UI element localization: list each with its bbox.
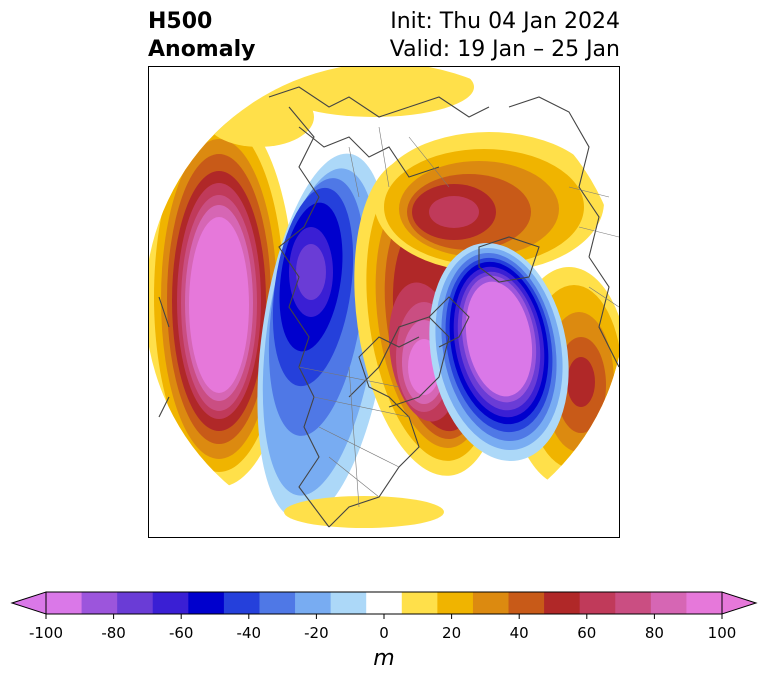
colorbar-segment (152, 592, 189, 614)
title-line-1: H500 (148, 9, 213, 34)
positive-anomaly-west (149, 107, 294, 487)
colorbar-tick-label: 40 (509, 624, 529, 642)
map-title: H500 Anomaly (148, 8, 255, 64)
colorbar-segment (401, 592, 438, 614)
title-line-2: Anomaly (148, 37, 256, 62)
positive-anomaly-south (284, 496, 444, 528)
colorbar-under-arrow (10, 591, 47, 615)
negative-anomaly-west (257, 153, 391, 521)
negative-anomaly-east (429, 243, 569, 461)
colorbar-units: m (373, 646, 395, 671)
colorbar-segment (472, 592, 510, 614)
coastlines (158, 86, 619, 528)
colorbar-tick-label: 60 (577, 624, 597, 642)
colorbar-segment (46, 592, 83, 614)
positive-anomaly-north (374, 132, 604, 272)
colorbar-segments (46, 592, 723, 614)
colorbar-segment (330, 592, 367, 614)
colorbar-outline (45, 591, 723, 615)
colorbar-tick-label: -80 (101, 624, 126, 642)
colorbar-segment (579, 592, 616, 614)
colorbar-tick-marks (45, 614, 723, 619)
colorbar-segment (686, 592, 723, 614)
colorbar-segment (81, 592, 118, 614)
colorbar (10, 591, 758, 619)
colorbar-over-arrow (721, 591, 758, 615)
colorbar-segment (117, 592, 154, 614)
colorbar-tick-label: 20 (442, 624, 462, 642)
init-date: Init: Thu 04 Jan 2024 (390, 9, 620, 34)
positive-anomaly-arctic (204, 67, 474, 147)
anomaly-field (149, 67, 619, 528)
colorbar-tick-label: -60 (168, 624, 194, 642)
colorbar-tick-label: -40 (236, 624, 262, 642)
date-info: Init: Thu 04 Jan 2024 Valid: 19 Jan – 25… (390, 8, 620, 64)
colorbar-segment (650, 592, 687, 614)
colorbar-tick-label: -100 (28, 624, 64, 642)
colorbar-segment (366, 592, 403, 614)
colorbar-segment (259, 592, 296, 614)
colorbar-segment (615, 592, 652, 614)
map-canvas (149, 67, 619, 528)
colorbar-tick-label: 0 (379, 624, 389, 642)
colorbar-segment (437, 592, 474, 614)
colorbar-tick-label: -20 (304, 624, 329, 642)
colorbar-segment (295, 592, 332, 614)
colorbar-segment (508, 592, 545, 614)
colorbar-segment (223, 592, 260, 614)
anomaly-map (148, 66, 620, 538)
colorbar-tick-label: 100 (707, 624, 737, 642)
colorbar-segment (544, 592, 581, 614)
colorbar-tick-label: 80 (644, 624, 664, 642)
borders (298, 126, 619, 508)
colorbar-segment (188, 592, 225, 614)
valid-date: Valid: 19 Jan – 25 Jan (389, 37, 620, 62)
